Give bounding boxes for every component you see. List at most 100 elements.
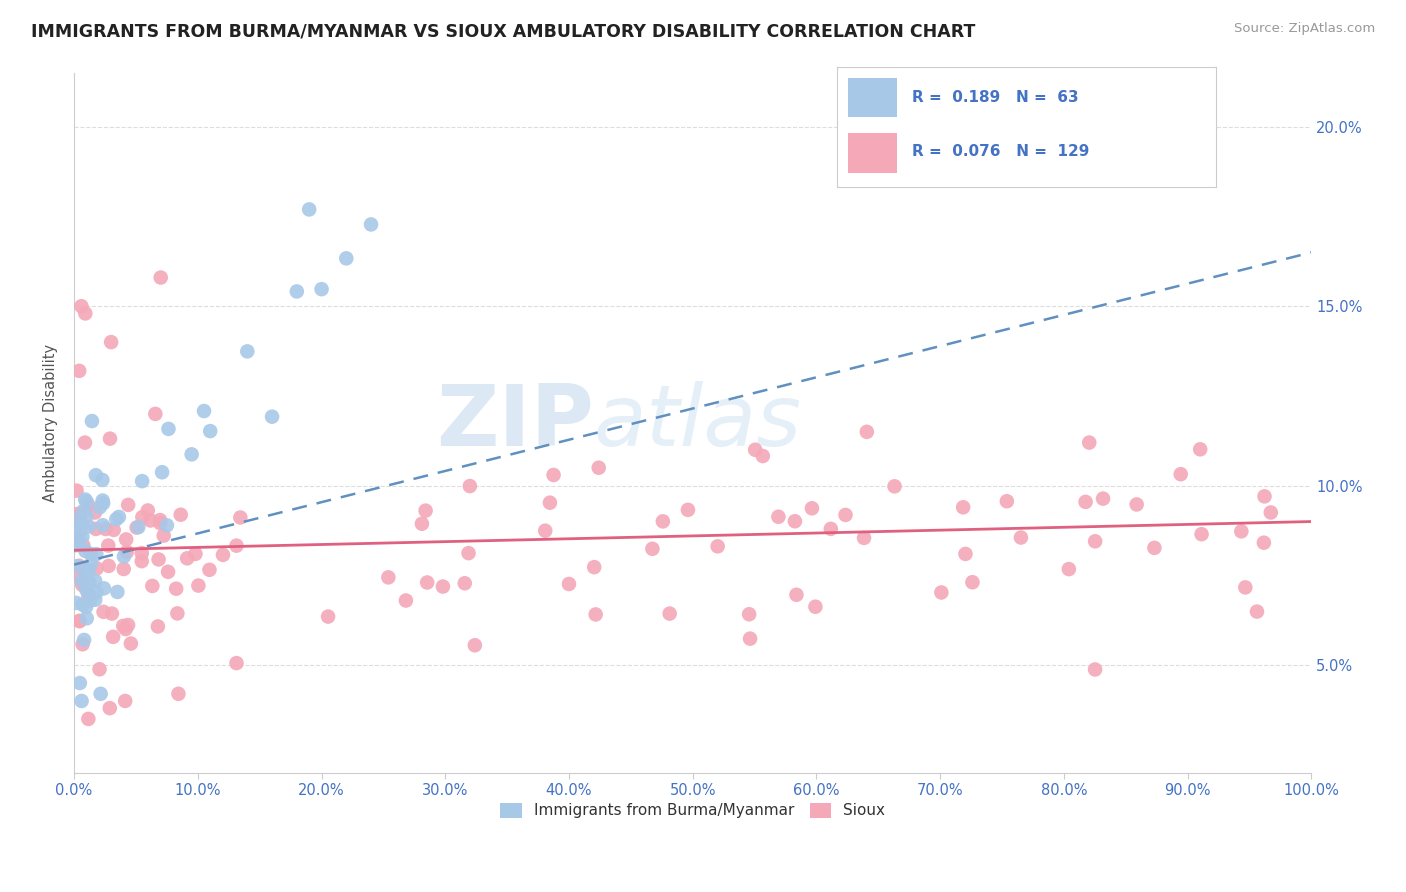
Point: [93, 605, 115, 619]
Point: [212, 548, 235, 562]
Point: [236, 344, 259, 359]
Point: [89, 662, 111, 676]
Point: [75, 599, 97, 614]
Point: [76, 508, 98, 523]
Point: [785, 588, 807, 602]
Legend: Immigrants from Burma/Myanmar, Sioux: Immigrants from Burma/Myanmar, Sioux: [494, 797, 891, 824]
Point: [360, 218, 382, 232]
Point: [67, 558, 90, 573]
Point: [70, 299, 93, 313]
Point: [311, 282, 333, 296]
Point: [298, 202, 321, 217]
Point: [70, 574, 93, 589]
Point: [69, 518, 91, 533]
Point: [112, 619, 135, 633]
Point: [1078, 435, 1101, 450]
Point: [72, 530, 94, 544]
Point: [69, 524, 91, 539]
Point: [97, 539, 120, 553]
Point: [157, 422, 180, 436]
Point: [1246, 605, 1268, 619]
Point: [558, 577, 581, 591]
Point: [72, 538, 94, 552]
Point: [65, 567, 87, 582]
Point: [820, 522, 842, 536]
Point: [80, 414, 103, 428]
Point: [80, 547, 103, 561]
Point: [395, 593, 418, 607]
Text: IMMIGRANTS FROM BURMA/MYANMAR VS SIOUX AMBULATORY DISABILITY CORRELATION CHART: IMMIGRANTS FROM BURMA/MYANMAR VS SIOUX A…: [31, 22, 976, 40]
Text: atlas: atlas: [593, 382, 801, 465]
Point: [583, 560, 606, 574]
Point: [75, 544, 97, 558]
Point: [108, 509, 131, 524]
Point: [69, 508, 91, 522]
Point: [543, 467, 565, 482]
Point: [89, 500, 111, 515]
Point: [995, 494, 1018, 508]
Point: [91, 473, 114, 487]
Point: [316, 609, 339, 624]
Point: [225, 656, 247, 670]
Point: [454, 576, 477, 591]
Point: [72, 504, 94, 518]
Point: [149, 270, 172, 285]
Point: [84, 522, 107, 536]
Point: [157, 565, 180, 579]
Point: [335, 252, 357, 266]
Point: [77, 575, 100, 590]
Point: [66, 531, 89, 545]
Point: [651, 514, 673, 528]
Point: [1125, 498, 1147, 512]
Text: R =  0.189   N =  63: R = 0.189 N = 63: [912, 90, 1080, 105]
Point: [1170, 467, 1192, 482]
Point: [84, 506, 107, 520]
Point: [187, 578, 209, 592]
Point: [193, 404, 215, 418]
Point: [117, 498, 139, 512]
Point: [260, 409, 283, 424]
Point: [70, 694, 93, 708]
Point: [676, 503, 699, 517]
Text: ZIP: ZIP: [436, 382, 593, 465]
Point: [184, 547, 207, 561]
Point: [783, 514, 806, 528]
Point: [738, 607, 761, 622]
Point: [952, 500, 974, 515]
Point: [84, 574, 107, 588]
Point: [66, 559, 89, 574]
Point: [70, 574, 93, 588]
Point: [955, 547, 977, 561]
Point: [432, 580, 454, 594]
Point: [86, 585, 108, 599]
Point: [744, 442, 766, 457]
Point: [136, 503, 159, 517]
Point: [91, 496, 114, 510]
Point: [1260, 506, 1282, 520]
Point: [127, 520, 149, 534]
Point: [98, 432, 121, 446]
Point: [91, 518, 114, 533]
Point: [416, 575, 439, 590]
Point: [76, 611, 98, 625]
Point: [856, 425, 879, 439]
Point: [1084, 534, 1107, 549]
Point: [131, 554, 153, 568]
Point: [1010, 531, 1032, 545]
Point: [148, 552, 170, 566]
Point: [1057, 562, 1080, 576]
Point: [73, 632, 96, 647]
Point: [962, 575, 984, 590]
Point: [97, 558, 120, 573]
Point: [1092, 491, 1115, 506]
Point: [115, 545, 138, 559]
Point: [65, 596, 87, 610]
Point: [167, 687, 190, 701]
Point: [93, 582, 115, 596]
Point: [170, 508, 193, 522]
Point: [114, 694, 136, 708]
Point: [76, 566, 98, 580]
Point: [883, 479, 905, 493]
Point: [853, 531, 876, 545]
Point: [1234, 581, 1257, 595]
